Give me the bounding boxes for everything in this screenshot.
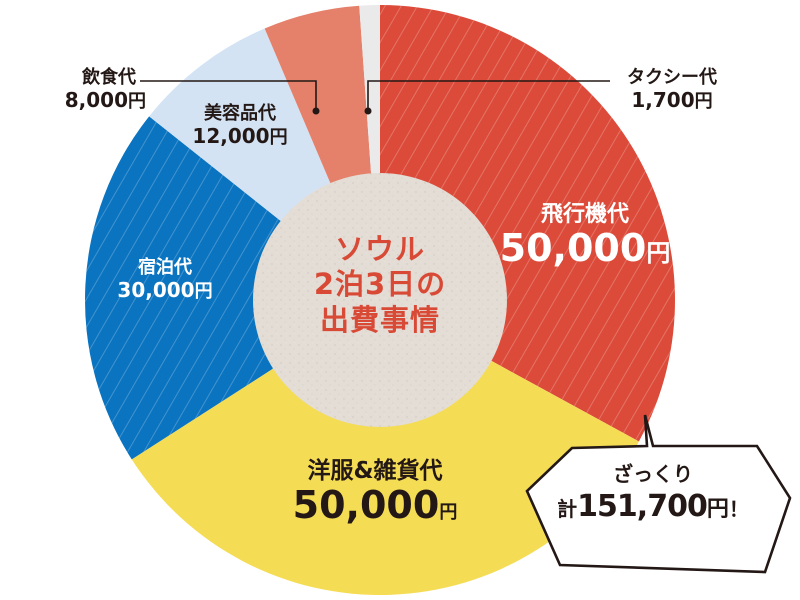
segment-taxi [359, 5, 380, 175]
center-title-line2: 2泊3日の [313, 267, 447, 302]
total-bubble-text: ざっくり 計151,700円！ [548, 458, 758, 524]
label-lodging-unit: 円 [194, 280, 213, 302]
bubble-unit: 円 [706, 497, 729, 522]
leader-food [140, 80, 317, 110]
label-beauty-amount: 12,000 [192, 123, 270, 148]
label-food-name: 飲食代 [82, 67, 136, 88]
label-lodging: 宿泊代 30,000円 [100, 257, 230, 303]
label-taxi-amount: 1,700 [631, 87, 695, 112]
label-beauty-amount-row: 12,000円 [180, 123, 300, 149]
label-flight-amount: 50,000 [499, 226, 647, 271]
label-taxi-name: タクシー代 [627, 67, 717, 88]
segment-food [264, 5, 372, 185]
segment-beauty [149, 28, 331, 222]
label-lodging-amount-row: 30,000円 [100, 277, 230, 303]
label-taxi-unit: 円 [694, 90, 713, 112]
center-title-line1: ソウル [334, 232, 425, 266]
label-beauty-unit: 円 [269, 126, 288, 148]
segment-clothes [131, 360, 639, 595]
leader-taxi [367, 80, 610, 110]
label-flight-unit: 円 [646, 239, 671, 268]
bubble-total: 151,700 [577, 489, 708, 524]
label-food-amount: 8,000 [64, 87, 128, 112]
label-flight: 飛行機代 50,000円 [495, 202, 675, 271]
label-clothes-amount-row: 50,000円 [275, 484, 475, 528]
label-beauty-name: 美容品代 [204, 103, 276, 124]
bubble-line2: 計151,700円！ [548, 489, 758, 524]
label-food: 飲食代 8,000円 [46, 67, 146, 113]
label-clothes-name: 洋服&雑貨代 [307, 458, 443, 484]
label-flight-name: 飛行機代 [540, 202, 629, 227]
total-bubble [525, 414, 792, 574]
label-lodging-name: 宿泊代 [138, 257, 192, 278]
label-clothes-unit: 円 [439, 502, 458, 524]
label-flight-amount-row: 50,000円 [495, 226, 675, 271]
label-taxi: タクシー代 1,700円 [612, 67, 732, 113]
label-beauty: 美容品代 12,000円 [180, 103, 300, 149]
label-clothes: 洋服&雑貨代 50,000円 [275, 458, 475, 528]
center-circle [253, 173, 507, 427]
bubble-prefix: 計 [557, 497, 578, 521]
label-food-unit: 円 [128, 90, 146, 112]
label-taxi-amount-row: 1,700円 [612, 87, 732, 113]
label-lodging-amount: 30,000 [117, 277, 195, 302]
segment-flight-stripes [380, 5, 675, 442]
segment-lodging-stripes [85, 116, 282, 460]
center-title: ソウル 2泊3日の 出費事情 [280, 232, 480, 338]
center-title-line3: 出費事情 [319, 302, 440, 337]
bubble-suffix: ！ [728, 497, 749, 521]
bubble-line1: ざっくり [613, 462, 693, 486]
label-clothes-amount: 50,000 [292, 483, 440, 528]
label-food-amount-row: 8,000円 [46, 87, 146, 113]
